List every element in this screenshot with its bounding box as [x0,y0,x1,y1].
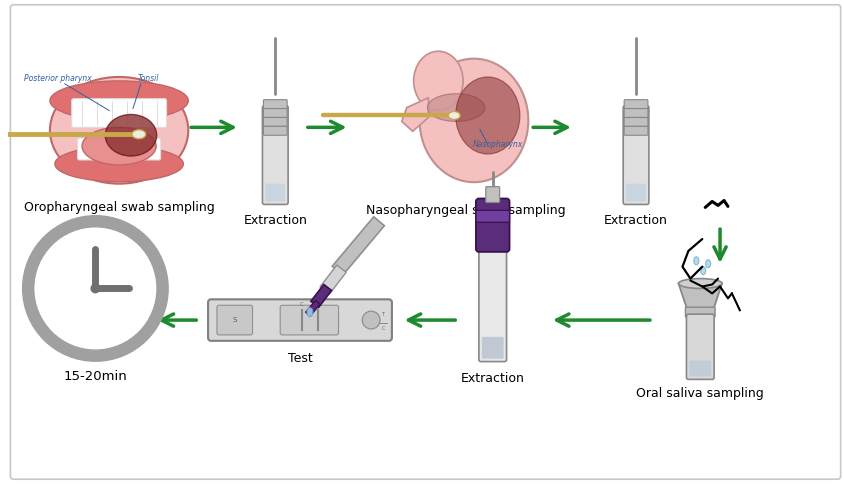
Ellipse shape [428,94,484,121]
FancyBboxPatch shape [262,106,288,204]
Ellipse shape [701,267,706,274]
Ellipse shape [706,260,711,268]
Text: S: S [233,317,237,323]
FancyBboxPatch shape [217,305,252,335]
Ellipse shape [106,115,157,156]
FancyBboxPatch shape [625,100,648,108]
FancyBboxPatch shape [625,126,648,135]
Ellipse shape [307,308,313,317]
Text: Oral saliva sampling: Oral saliva sampling [636,387,764,400]
Circle shape [90,284,100,293]
Polygon shape [679,284,722,313]
FancyBboxPatch shape [280,305,338,335]
Text: Test: Test [288,352,312,365]
FancyBboxPatch shape [685,307,715,317]
Ellipse shape [55,146,183,182]
FancyBboxPatch shape [265,184,285,201]
Ellipse shape [694,257,699,265]
Text: C: C [300,302,304,307]
FancyBboxPatch shape [486,187,500,202]
FancyBboxPatch shape [78,138,160,160]
Text: 15-20min: 15-20min [63,369,127,382]
FancyBboxPatch shape [626,184,646,201]
FancyBboxPatch shape [476,211,510,222]
Circle shape [362,311,380,329]
Ellipse shape [456,77,520,154]
Text: Extraction: Extraction [243,214,307,227]
Ellipse shape [414,51,463,110]
Polygon shape [320,265,346,294]
Text: T: T [381,312,385,317]
Ellipse shape [50,81,188,121]
Circle shape [28,221,163,356]
Text: Nasopharynx: Nasopharynx [473,140,522,149]
FancyBboxPatch shape [690,361,711,377]
Polygon shape [333,217,384,275]
Text: Tonsil: Tonsil [138,74,160,83]
FancyBboxPatch shape [625,108,648,118]
Circle shape [40,233,151,344]
Polygon shape [306,301,320,316]
Ellipse shape [132,130,146,139]
FancyBboxPatch shape [263,108,287,118]
Ellipse shape [679,279,722,288]
Text: C: C [381,326,385,331]
FancyBboxPatch shape [686,314,714,379]
FancyBboxPatch shape [208,299,392,341]
Ellipse shape [448,111,460,120]
Text: Nasopharyngeal swab sampling: Nasopharyngeal swab sampling [366,204,565,217]
Text: Extraction: Extraction [604,214,668,227]
Text: Extraction: Extraction [461,373,525,385]
FancyBboxPatch shape [482,337,504,359]
FancyBboxPatch shape [263,118,287,126]
Ellipse shape [50,77,188,184]
FancyBboxPatch shape [623,106,649,204]
FancyBboxPatch shape [263,126,287,135]
FancyBboxPatch shape [263,100,287,108]
Polygon shape [402,98,429,131]
FancyBboxPatch shape [479,247,506,362]
Ellipse shape [419,59,528,182]
Ellipse shape [82,127,156,165]
Polygon shape [311,285,332,307]
FancyBboxPatch shape [625,118,648,126]
Text: T: T [316,302,319,307]
FancyBboxPatch shape [72,99,166,127]
Text: Oropharyngeal swab sampling: Oropharyngeal swab sampling [24,201,214,214]
Text: Posterior pharynx: Posterior pharynx [24,74,92,83]
FancyBboxPatch shape [476,198,510,252]
